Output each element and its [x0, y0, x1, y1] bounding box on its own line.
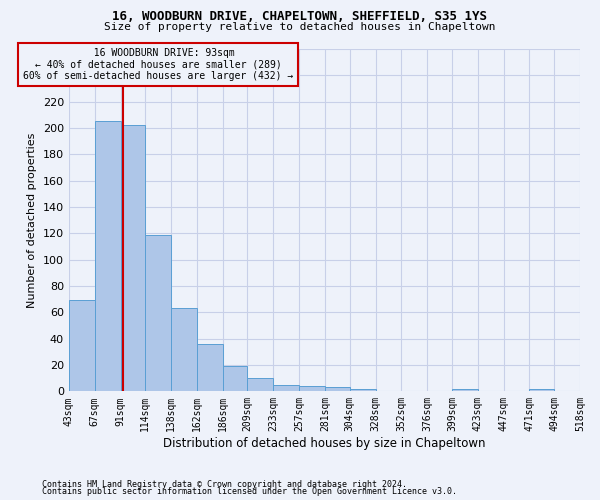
Bar — [299, 386, 325, 392]
Bar — [223, 366, 247, 392]
Bar — [529, 388, 554, 392]
Bar — [452, 388, 478, 392]
Bar — [121, 126, 145, 392]
X-axis label: Distribution of detached houses by size in Chapeltown: Distribution of detached houses by size … — [163, 437, 485, 450]
Text: Contains public sector information licensed under the Open Government Licence v3: Contains public sector information licen… — [42, 487, 457, 496]
Bar — [69, 300, 95, 392]
Y-axis label: Number of detached properties: Number of detached properties — [27, 132, 37, 308]
Bar — [325, 388, 350, 392]
Text: 16 WOODBURN DRIVE: 93sqm
← 40% of detached houses are smaller (289)
60% of semi-: 16 WOODBURN DRIVE: 93sqm ← 40% of detach… — [23, 48, 293, 82]
Text: 16, WOODBURN DRIVE, CHAPELTOWN, SHEFFIELD, S35 1YS: 16, WOODBURN DRIVE, CHAPELTOWN, SHEFFIEL… — [113, 10, 487, 23]
Bar — [171, 308, 197, 392]
Bar — [197, 344, 223, 392]
Bar — [95, 122, 121, 392]
Bar — [145, 234, 171, 392]
Bar — [350, 388, 376, 392]
Text: Size of property relative to detached houses in Chapeltown: Size of property relative to detached ho… — [104, 22, 496, 32]
Text: Contains HM Land Registry data © Crown copyright and database right 2024.: Contains HM Land Registry data © Crown c… — [42, 480, 407, 489]
Bar — [247, 378, 274, 392]
Bar — [274, 385, 299, 392]
